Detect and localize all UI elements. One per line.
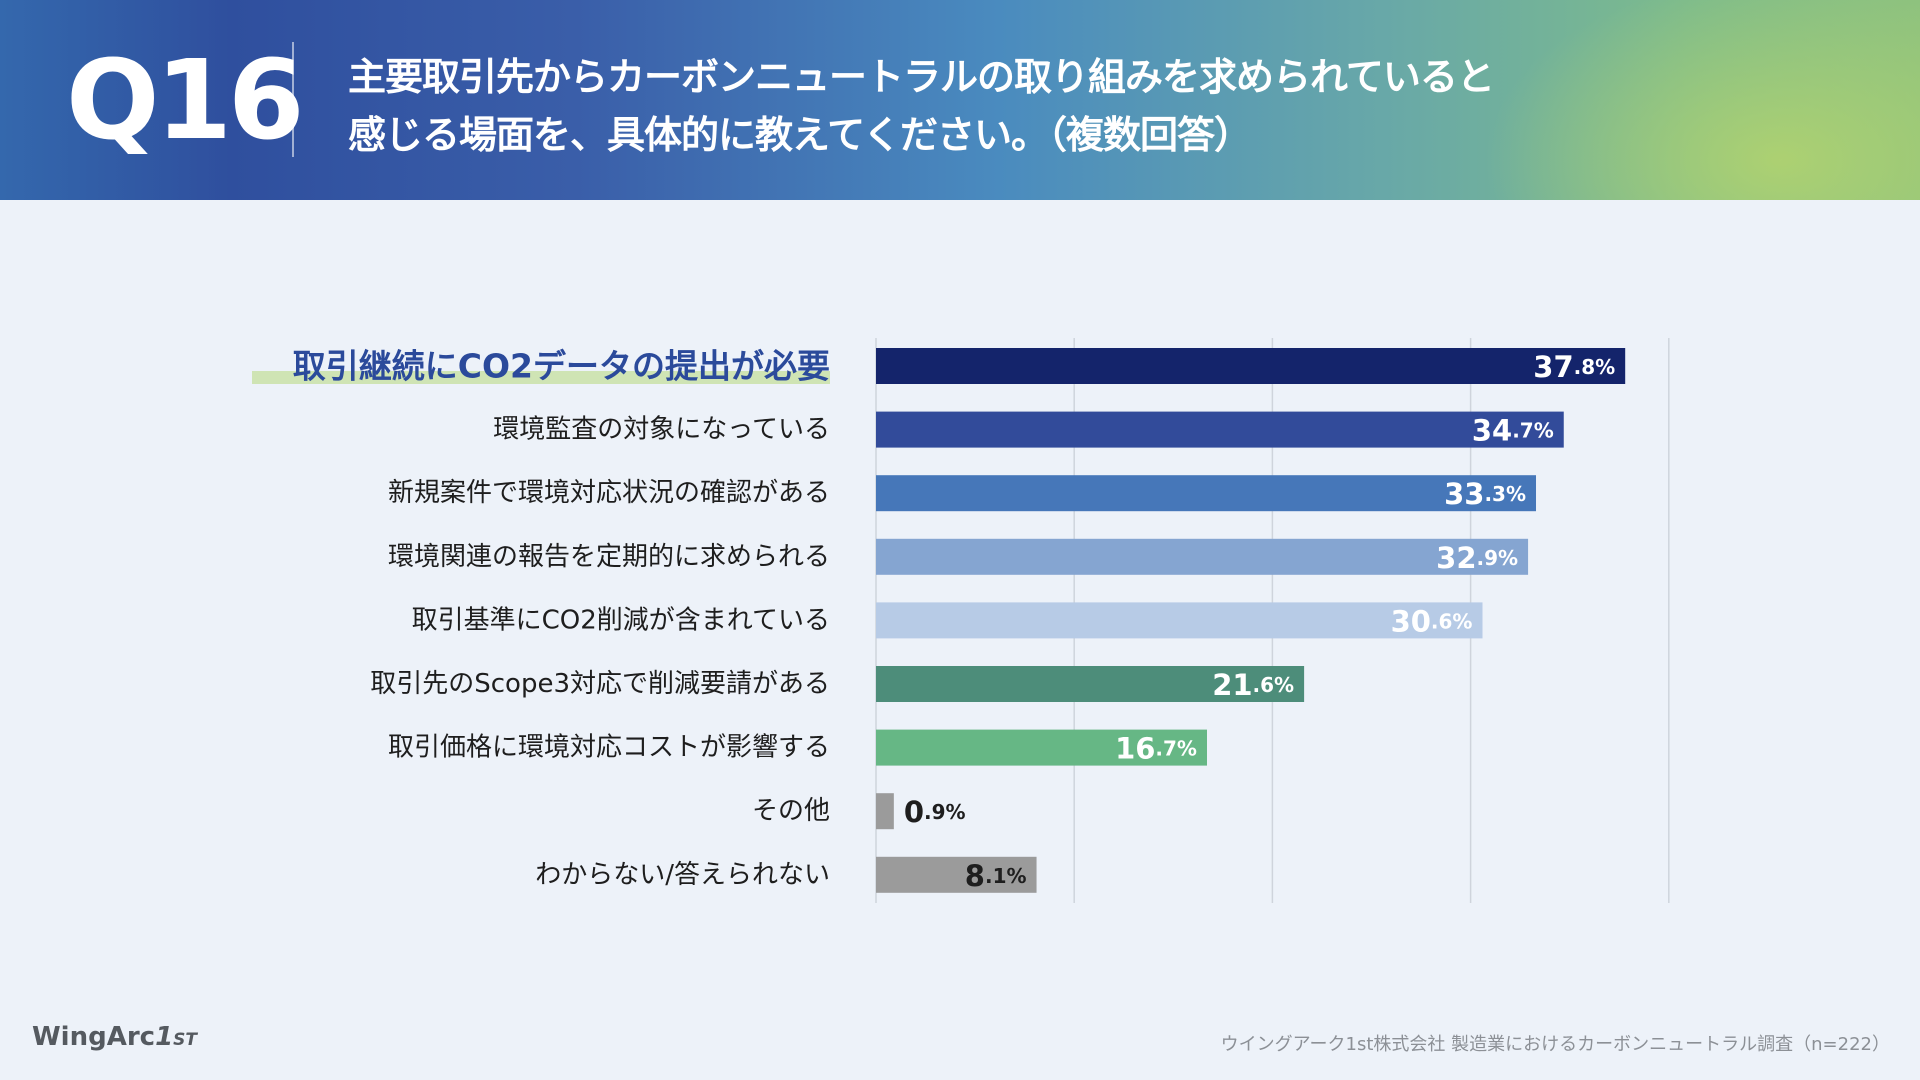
header-divider [292, 42, 294, 157]
value-label: 34.7% [1472, 414, 1554, 448]
value-label: 37.8% [1533, 350, 1615, 384]
highlight-underline [252, 371, 830, 384]
category-label: その他 [752, 796, 830, 826]
category-label: わからない/答えられない [535, 860, 830, 890]
question-number: Q16 [66, 36, 305, 164]
value-label: 16.7% [1115, 732, 1197, 766]
value-label: 30.6% [1391, 604, 1473, 638]
value-label: 0.9% [904, 795, 966, 829]
question-text-line2: 感じる場面を、具体的に教えてください。（複数回答） [348, 113, 1252, 157]
logo-text: WingArc [32, 1022, 156, 1052]
bar [876, 538, 1529, 575]
category-label: 環境監査の対象になっている [493, 415, 830, 445]
value-label: 32.9% [1436, 541, 1518, 575]
bar [876, 793, 894, 830]
company-logo: WingArc1ST [32, 1022, 197, 1052]
category-label: 取引先のScope3対応で削減要請がある [370, 669, 830, 699]
bar [876, 602, 1483, 639]
question-text-line1: 主要取引先からカーボンニュートラルの取り組みを求められていると [348, 55, 1495, 99]
value-label: 8.1% [965, 859, 1027, 893]
bar [876, 856, 1037, 893]
value-label: 21.6% [1212, 668, 1294, 702]
survey-source: ウイングアーク1st株式会社 製造業におけるカーボンニュートラル調査（n=222… [1220, 1034, 1890, 1055]
category-label: 取引基準にCO2削減が含まれている [412, 605, 830, 635]
bar [876, 666, 1305, 702]
value-label: 33.3% [1444, 477, 1526, 511]
category-label: 環境関連の報告を定期的に求められる [388, 542, 830, 572]
bar [876, 348, 1626, 384]
bar [876, 729, 1207, 766]
bar [876, 475, 1537, 512]
bar [876, 411, 1564, 448]
logo-mark: 1 [155, 1022, 174, 1052]
category-label: 取引価格に環境対応コストが影響する [388, 733, 830, 763]
logo-suffix: ST [173, 1030, 198, 1050]
category-label: 取引継続にCO2データの提出が必要 [293, 347, 830, 386]
category-label: 新規案件で環境対応状況の確認がある [388, 478, 830, 508]
question-header: Q16 主要取引先からカーボンニュートラルの取り組みを求められていると 感じる場… [0, 0, 1920, 200]
